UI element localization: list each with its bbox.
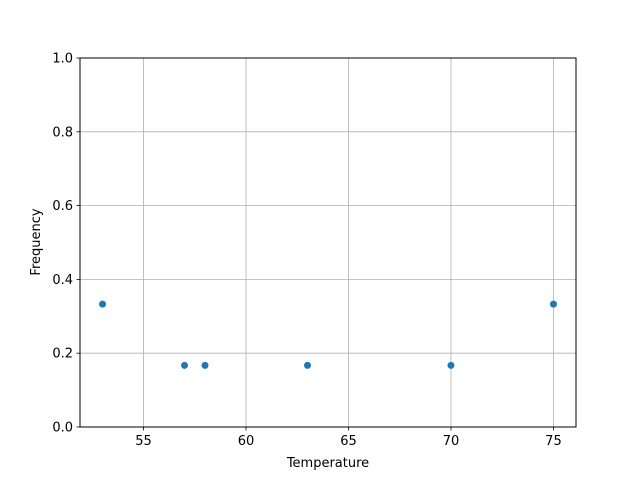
data-point	[201, 361, 209, 369]
data-point	[99, 300, 107, 308]
x-tick-label: 70	[443, 434, 460, 449]
ticks: 55 60 65 70 75 0.0 0.2 0.4 0.6 0.8 1.0	[52, 52, 561, 450]
grid	[80, 57, 576, 428]
y-tick-label: 0.6	[52, 199, 73, 214]
data-point	[304, 361, 312, 369]
data-points	[99, 300, 557, 369]
data-point	[181, 361, 189, 369]
y-tick-label: 0.4	[52, 273, 73, 288]
x-tick-label: 65	[340, 434, 357, 449]
data-point	[447, 361, 455, 369]
y-tick-label: 1.0	[52, 52, 73, 67]
x-axis-label: Temperature	[286, 456, 369, 471]
x-tick-label: 75	[545, 434, 562, 449]
y-axis-label: Frequency	[29, 208, 44, 275]
x-tick-label: 55	[135, 434, 152, 449]
y-tick-label: 0.0	[52, 421, 73, 436]
plot-frame	[79, 57, 577, 428]
y-tick-label: 0.2	[52, 347, 73, 362]
data-point	[549, 300, 557, 308]
y-tick-label: 0.8	[52, 125, 73, 140]
x-tick-label: 60	[238, 434, 255, 449]
